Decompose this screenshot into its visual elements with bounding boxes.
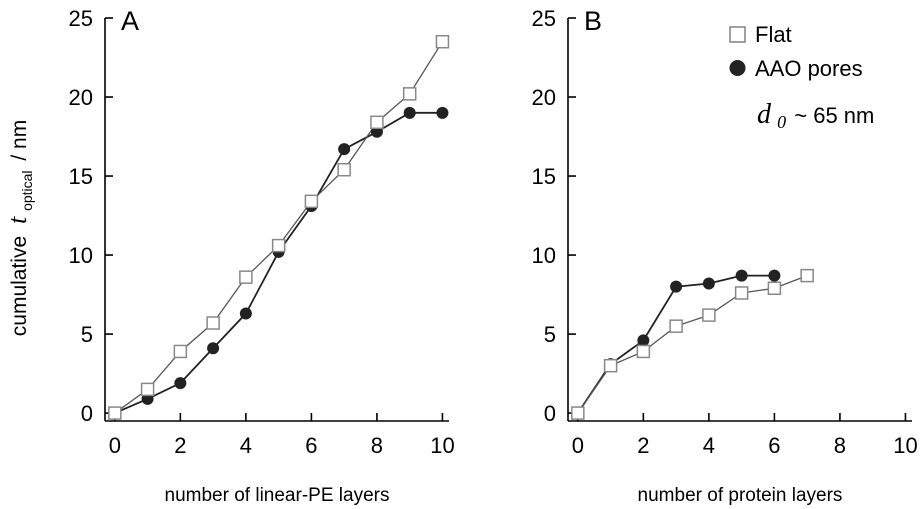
data-point-flat (571, 406, 585, 420)
y-tick-label: 0 (544, 401, 556, 426)
data-point-flat (239, 270, 253, 284)
data-point-aao (174, 377, 187, 390)
series-line-flat (577, 274, 808, 414)
data-point-aao (735, 269, 748, 282)
x-tick-label: 6 (305, 433, 317, 458)
panel-label: A (121, 6, 139, 36)
data-point-aao (702, 277, 715, 290)
y-axis-title-prefix: cumulative (8, 236, 31, 336)
y-tick-label: 20 (69, 85, 93, 110)
data-point-flat (603, 358, 618, 373)
data-point-aao (338, 143, 351, 156)
x-tick-label: 4 (703, 433, 715, 458)
data-point-flat (800, 268, 814, 283)
series-line-flat (114, 41, 443, 414)
y-tick-label: 5 (81, 322, 93, 347)
y-tick-label: 15 (69, 164, 93, 189)
data-point-aao (637, 334, 650, 347)
x-tick-label: 2 (637, 433, 649, 458)
data-point-flat (435, 34, 450, 49)
x-tick-label: 4 (240, 433, 252, 458)
x-axis-title: number of protein layers (638, 485, 843, 506)
data-point-aao (768, 269, 781, 282)
data-point-aao (239, 307, 252, 320)
y-axis-title-suffix: / nm (8, 120, 31, 161)
data-point-aao (670, 280, 683, 293)
data-point-flat (402, 87, 417, 101)
data-point-aao (403, 106, 416, 119)
y-tick-label: 10 (69, 243, 93, 268)
legend-d0-value: ~ 65 nm (794, 103, 874, 128)
y-tick-label: 25 (69, 6, 93, 31)
legend-aao-label: AAO pores (755, 56, 863, 81)
x-tick-label: 10 (893, 433, 917, 458)
data-point-flat (702, 308, 716, 322)
x-tick-label: 0 (572, 433, 584, 458)
data-point-flat (304, 194, 319, 209)
data-point-flat (271, 238, 286, 253)
data-point-flat (140, 382, 155, 397)
data-point-flat (669, 319, 683, 333)
legend: Flat AAO pores d 0 ~ 65 nm (729, 22, 874, 133)
data-point-aao (207, 342, 220, 355)
legend-aao-marker (729, 60, 746, 76)
y-tick-label: 10 (532, 243, 556, 268)
x-tick-label: 0 (109, 433, 121, 458)
y-tick-label: 25 (532, 6, 556, 31)
y-tick-label: 20 (532, 85, 556, 110)
data-point-flat (206, 316, 220, 330)
legend-d0-subscript: 0 (777, 112, 786, 132)
y-tick-label: 0 (81, 401, 93, 426)
legend-flat-marker (729, 26, 746, 43)
y-axis-title-symbol: t (3, 216, 32, 224)
data-point-flat (370, 115, 384, 130)
data-point-aao (436, 106, 449, 119)
data-point-flat (337, 162, 351, 177)
legend-flat-label: Flat (755, 22, 792, 47)
y-tick-label: 5 (544, 322, 556, 347)
data-point-flat (767, 281, 782, 295)
data-point-flat (173, 344, 188, 359)
x-tick-label: 8 (834, 433, 846, 458)
x-axis-title: number of linear-PE layers (165, 485, 390, 506)
y-axis-title: cumulative t optical / nm (3, 120, 37, 336)
data-point-flat (108, 406, 122, 420)
y-tick-label: 15 (532, 164, 556, 189)
legend-d0: d 0 ~ 65 nm (757, 99, 874, 133)
series-line-aao (114, 111, 443, 414)
panel-label: B (584, 6, 602, 36)
x-tick-label: 8 (371, 433, 383, 458)
x-tick-label: 6 (768, 433, 780, 458)
x-tick-label: 10 (430, 433, 454, 458)
data-point-flat (734, 286, 749, 300)
y-axis-title-subscript: optical (19, 170, 35, 210)
data-point-flat (636, 344, 651, 359)
x-tick-label: 2 (174, 433, 186, 458)
legend-d0-symbol: d (757, 99, 772, 130)
